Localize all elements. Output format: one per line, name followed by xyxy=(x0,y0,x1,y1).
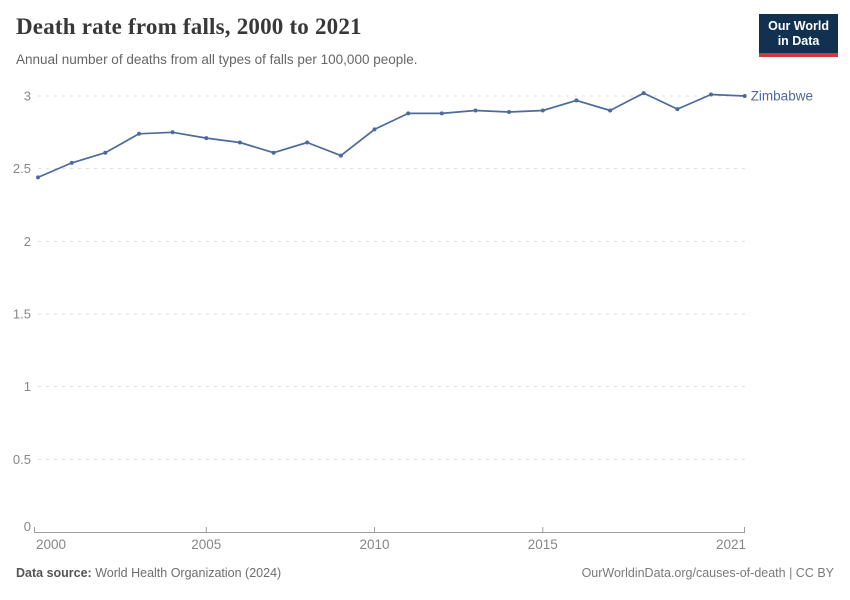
data-source-text: Data source: World Health Organization (… xyxy=(16,566,281,580)
x-tick-label: 2015 xyxy=(528,537,558,552)
data-point xyxy=(641,91,646,96)
data-point xyxy=(574,98,579,103)
data-point xyxy=(338,153,343,158)
data-point xyxy=(709,92,713,97)
data-point xyxy=(137,131,141,136)
data-point xyxy=(675,107,680,112)
y-tick-label: 2 xyxy=(24,234,31,249)
data-point xyxy=(439,111,444,116)
y-tick-label: 0.5 xyxy=(13,452,31,467)
x-tick-label: 2010 xyxy=(360,537,390,552)
data-point xyxy=(406,111,411,116)
x-tick-label: 2021 xyxy=(716,537,746,552)
data-point xyxy=(540,108,545,113)
owid-logo-line1: Our World xyxy=(768,19,829,33)
chart-subtitle: Annual number of deaths from all types o… xyxy=(16,52,418,67)
data-point xyxy=(204,136,209,141)
data-point xyxy=(36,175,40,180)
owid-logo-line2: in Data xyxy=(777,34,820,48)
data-point xyxy=(473,108,478,113)
data-source-value: World Health Organization (2024) xyxy=(91,566,282,580)
data-point xyxy=(372,127,377,132)
data-line xyxy=(37,92,745,179)
data-point xyxy=(271,150,276,155)
data-point xyxy=(170,130,175,135)
y-tick-label: 1.5 xyxy=(13,307,31,322)
chart-title: Death rate from falls, 2000 to 2021 xyxy=(16,14,362,39)
data-point xyxy=(103,150,108,155)
x-tick-label: 2000 xyxy=(36,537,66,552)
y-tick-label: 2.5 xyxy=(13,161,31,176)
data-point xyxy=(237,140,242,145)
x-tick-label: 2005 xyxy=(191,537,221,552)
data-point xyxy=(507,110,512,114)
y-tick-label: 1 xyxy=(24,379,31,394)
y-tick-label: 3 xyxy=(24,89,31,104)
y-tick-label: 0 xyxy=(24,519,31,534)
data-point xyxy=(608,108,613,113)
owid-logo: Our World in Data xyxy=(759,14,838,57)
series-label: Zimbabwe xyxy=(751,89,813,104)
data-point xyxy=(305,140,310,145)
credit-text: OurWorldinData.org/causes-of-death | CC … xyxy=(581,566,834,580)
data-point xyxy=(69,160,74,165)
data-point xyxy=(742,94,747,98)
data-source-label: Data source: xyxy=(16,566,92,580)
chart-footer: Data source: World Health Organization (… xyxy=(0,566,850,580)
